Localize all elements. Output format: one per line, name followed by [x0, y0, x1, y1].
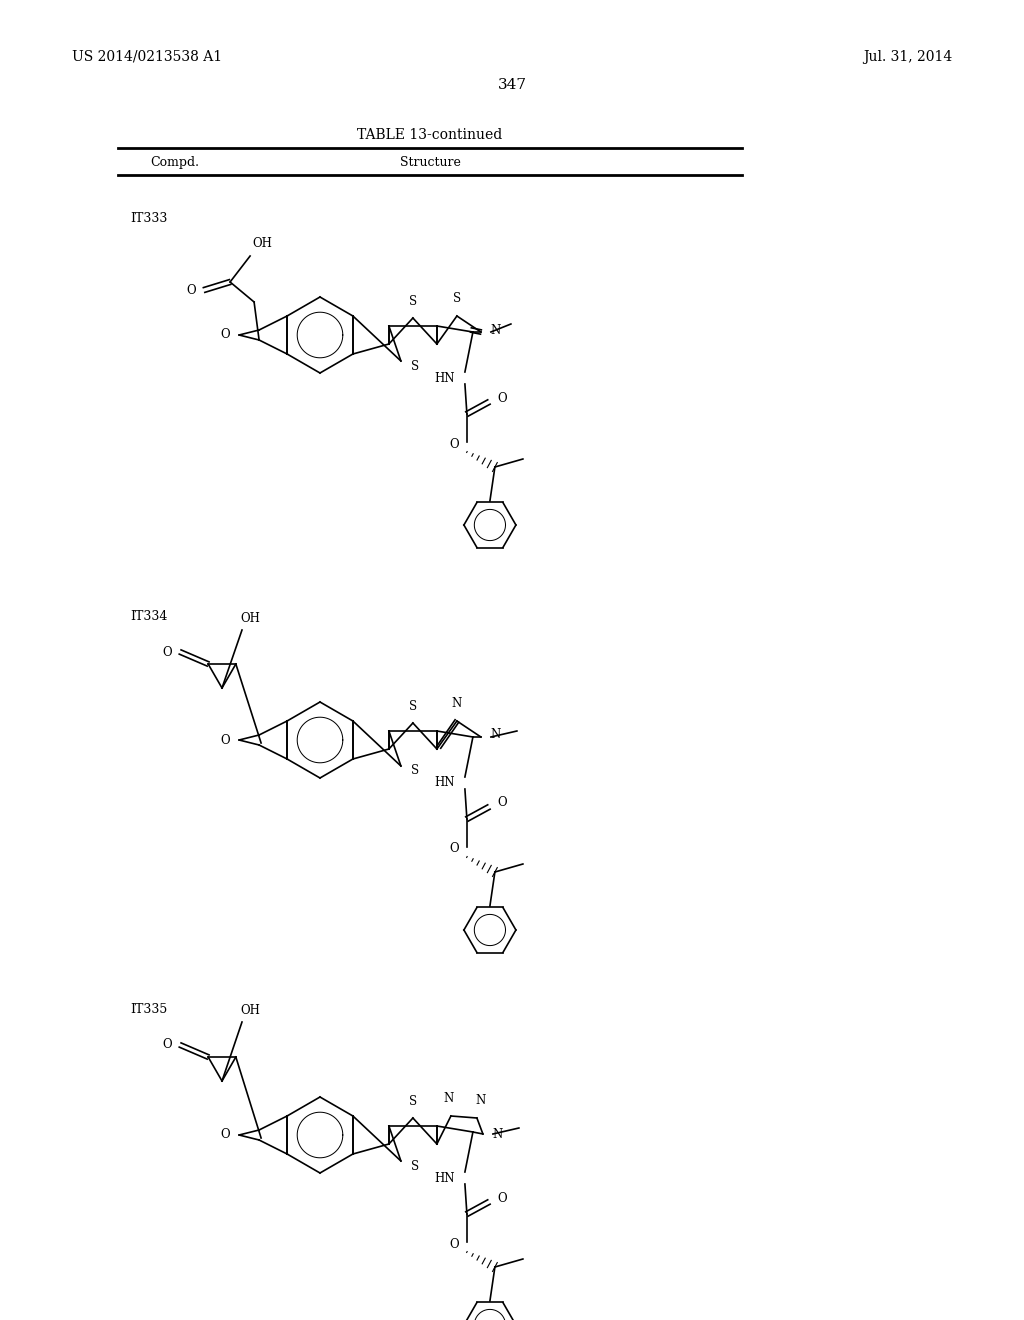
Text: OH: OH — [252, 238, 272, 249]
Text: HN: HN — [434, 371, 455, 384]
Text: IT334: IT334 — [130, 610, 167, 623]
Text: N: N — [476, 1094, 486, 1107]
Text: S: S — [409, 700, 417, 713]
Text: O: O — [450, 437, 459, 450]
Text: N: N — [452, 697, 462, 710]
Text: S: S — [411, 1159, 419, 1172]
Text: S: S — [409, 294, 417, 308]
Text: O: O — [220, 1129, 230, 1142]
Text: OH: OH — [240, 1005, 260, 1016]
Text: O: O — [163, 645, 172, 659]
Text: O: O — [450, 1238, 459, 1250]
Text: S: S — [453, 292, 461, 305]
Text: OH: OH — [240, 612, 260, 624]
Text: TABLE 13-continued: TABLE 13-continued — [357, 128, 503, 143]
Text: O: O — [220, 329, 230, 342]
Text: O: O — [450, 842, 459, 855]
Text: O: O — [497, 796, 507, 809]
Text: IT335: IT335 — [130, 1003, 167, 1016]
Text: O: O — [163, 1039, 172, 1052]
Text: Compd.: Compd. — [150, 156, 199, 169]
Text: S: S — [411, 359, 419, 372]
Text: Jul. 31, 2014: Jul. 31, 2014 — [863, 50, 952, 63]
Text: US 2014/0213538 A1: US 2014/0213538 A1 — [72, 50, 222, 63]
Text: Structure: Structure — [399, 156, 461, 169]
Text: O: O — [186, 284, 196, 297]
Text: N: N — [489, 729, 500, 742]
Text: HN: HN — [434, 1172, 455, 1184]
Text: O: O — [497, 1192, 507, 1204]
Text: O: O — [497, 392, 507, 404]
Text: IT333: IT333 — [130, 213, 167, 224]
Text: N: N — [492, 1127, 502, 1140]
Text: S: S — [409, 1096, 417, 1107]
Text: 347: 347 — [498, 78, 526, 92]
Text: N: N — [443, 1092, 454, 1105]
Text: S: S — [411, 764, 419, 777]
Text: N: N — [489, 323, 500, 337]
Text: HN: HN — [434, 776, 455, 789]
Text: O: O — [220, 734, 230, 747]
